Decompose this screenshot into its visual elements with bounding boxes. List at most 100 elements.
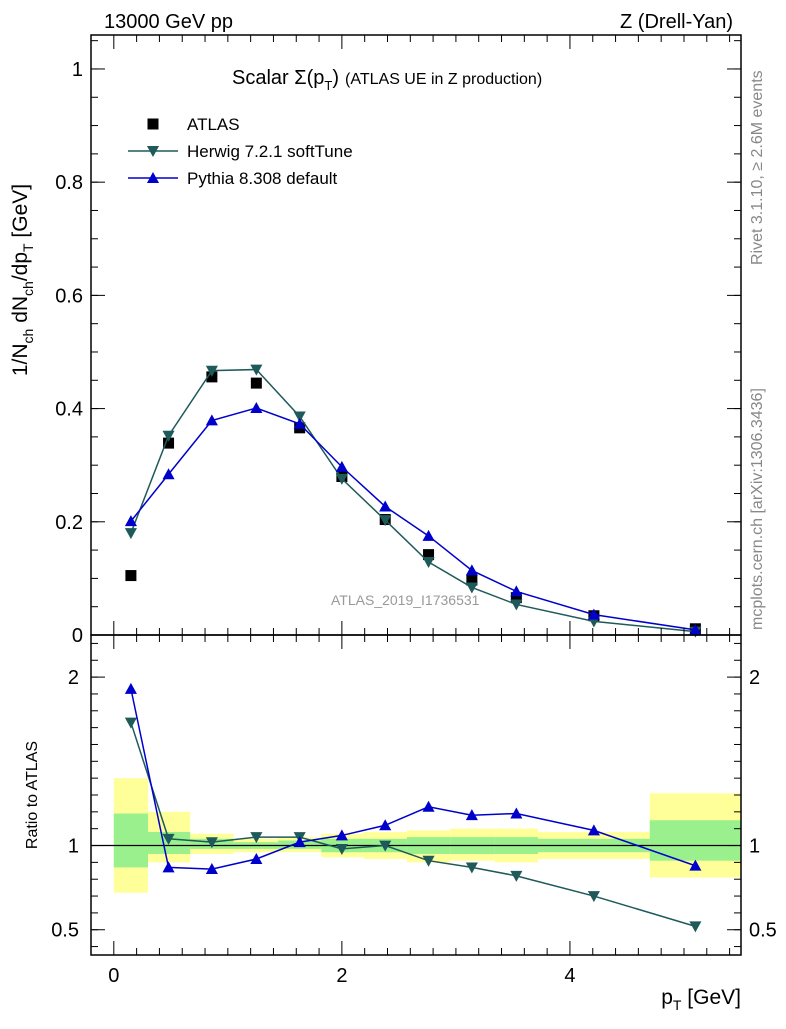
main-point-pythia-8-308-default (379, 500, 392, 512)
ylabel-a-sub: ch (20, 329, 36, 344)
xlabel-main: p (661, 986, 673, 1009)
main-panel: 0 0.2 0.4 0.6 0.8 1 Scalar Σ(p T) (ATLAS UE in … (9, 34, 742, 647)
process-label: Z (Drell-Yan) (620, 11, 733, 33)
ratio-xlabel: pT [GeV] (661, 986, 741, 1013)
ratio-ticks: 0.5 0.5 1 1 2 2 0 2 4 (51, 635, 777, 987)
ratio-band-inner (113, 813, 149, 868)
main-point-herwig-7-2-1-softtune (335, 473, 348, 485)
ylabel-c-sub: T (20, 243, 36, 252)
main-point-pythia-8-308-default (510, 585, 523, 597)
y-tick-label: 0.4 (55, 399, 83, 421)
ratio-point-herwig-7-2-1-softtune (689, 921, 702, 933)
main-point-herwig-7-2-1-softtune (465, 582, 478, 594)
main-title: Scalar Σ(pT) (ATLAS UE in Z production) (232, 67, 542, 93)
main-point-pythia-8-308-default (124, 515, 137, 527)
main-point-pythia-8-308-default (250, 401, 263, 413)
main-point-atlas (466, 574, 478, 586)
ratio-point-pythia-8-308-default (293, 836, 306, 848)
main-point-pythia-8-308-default (162, 468, 175, 480)
y-tick-label: 0.2 (55, 512, 83, 534)
main-point-herwig-7-2-1-softtune (422, 557, 435, 569)
main-line-herwig-7-2-1-softtune (130, 368, 696, 633)
energy-label: 13000 GeV pp (104, 11, 233, 33)
main-point-pythia-8-308-default (293, 417, 306, 429)
y-tick-label: 0.8 (55, 172, 83, 194)
x-tick-label: 4 (564, 965, 575, 987)
ratio-point-herwig-7-2-1-softtune (162, 833, 175, 845)
ylabel-d: [GeV] (9, 184, 32, 244)
main-point-pythia-8-308-default (205, 414, 218, 426)
main-point-herwig-7-2-1-softtune (379, 515, 392, 527)
ylabel-c: /dp (9, 252, 32, 281)
main-point-herwig-7-2-1-softtune (205, 365, 218, 377)
main-point-pythia-8-308-default (465, 564, 478, 576)
ratio-point-pythia-8-308-default (162, 861, 175, 873)
ratio-y-tick-label-right: 1 (749, 836, 760, 858)
x-tick-label: 0 (108, 965, 119, 987)
main-point-pythia-8-308-default (587, 608, 600, 620)
ratio-point-pythia-8-308-default (689, 859, 702, 871)
ratio-point-pythia-8-308-default (510, 807, 523, 819)
analysis-watermark: ATLAS_2019_I1736531 (331, 592, 480, 608)
ratio-point-herwig-7-2-1-softtune (465, 862, 478, 874)
xlabel-sub: T (673, 997, 682, 1013)
main-point-atlas (250, 377, 262, 389)
ratio-point-pythia-8-308-default (379, 819, 392, 831)
legend: ATLAS Herwig 7.2.1 softTune Pythia 8.308 d… (128, 115, 353, 188)
main-point-atlas (423, 549, 435, 561)
main-point-herwig-7-2-1-softtune (250, 364, 263, 376)
ratio-band-inner (649, 820, 741, 861)
y-tick-label: 1 (72, 59, 83, 81)
ylabel-b: dN (9, 296, 32, 329)
title-rest: (ATLAS UE in Z production) (345, 71, 542, 88)
x-tick-label: 2 (336, 965, 347, 987)
y-tick-label: 0 (72, 625, 83, 647)
ratio-frame (90, 634, 742, 956)
xlabel-rest: [GeV] (681, 986, 741, 1009)
ratio-y-tick-label: 0.5 (51, 920, 79, 942)
ratio-line-pythia-8-308-default (130, 688, 696, 870)
ratio-point-pythia-8-308-default (124, 682, 137, 694)
legend-marker-herwig-7-2-1-softtune (146, 146, 160, 158)
main-point-herwig-7-2-1-softtune (293, 411, 306, 423)
ratio-point-herwig-7-2-1-softtune (250, 832, 263, 844)
ratio-point-pythia-8-308-default (250, 852, 263, 864)
ylabel-a: 1/N (9, 343, 32, 376)
ratio-point-herwig-7-2-1-softtune (124, 717, 137, 729)
main-ylabel: 1/Nch dNch/dpT [GeV] (9, 184, 36, 376)
ratio-y-tick-label: 1 (68, 836, 79, 858)
main-point-atlas (125, 570, 137, 582)
main-ticks: 0 0.2 0.4 0.6 0.8 1 (55, 35, 741, 647)
ratio-ylabel: Ratio to ATLAS (24, 741, 41, 849)
ratio-point-herwig-7-2-1-softtune (335, 843, 348, 855)
ylabel-b-sub: ch (20, 281, 36, 296)
title-close: ) (332, 67, 339, 89)
ratio-y-tick-label: 2 (68, 667, 79, 689)
ratio-point-pythia-8-308-default (205, 863, 218, 875)
mcplots-label: mcplots.cern.ch [arXiv:1306.3436] (749, 388, 766, 630)
rivet-label: Rivet 3.1.10, ≥ 2.6M events (749, 70, 766, 265)
main-point-atlas (510, 592, 522, 604)
legend-label-pythia-8-308-default: Pythia 8.308 default (187, 169, 338, 188)
ratio-y-tick-label-right: 0.5 (749, 920, 777, 942)
ratio-point-pythia-8-308-default (422, 800, 435, 812)
main-point-atlas (206, 371, 218, 383)
ratio-point-pythia-8-308-default (335, 829, 348, 841)
y-tick-label: 0.6 (55, 285, 83, 307)
ratio-point-herwig-7-2-1-softtune (587, 891, 600, 903)
main-point-pythia-8-308-default (689, 623, 702, 635)
main-point-herwig-7-2-1-softtune (162, 430, 175, 442)
title-main: Scalar Σ(p (232, 67, 324, 89)
ratio-line-herwig-7-2-1-softtune (130, 722, 696, 928)
legend-marker-pythia-8-308-default (146, 171, 160, 183)
main-plot-area (124, 364, 702, 638)
main-point-atlas (163, 437, 175, 449)
ratio-y-tick-label-right: 2 (749, 667, 760, 689)
ratio-point-pythia-8-308-default (465, 809, 478, 821)
main-line-pythia-8-308-default (130, 407, 696, 631)
legend-label-herwig-7-2-1-softtune: Herwig 7.2.1 softTune (187, 142, 353, 161)
ratio-point-herwig-7-2-1-softtune (510, 870, 523, 882)
main-point-herwig-7-2-1-softtune (124, 528, 137, 540)
